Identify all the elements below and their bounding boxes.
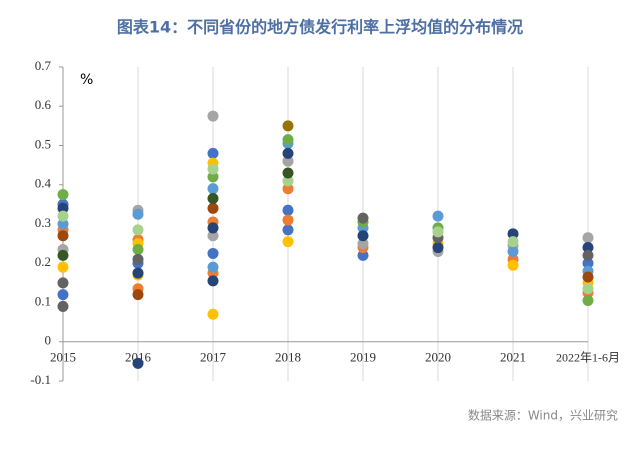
x-tick-label: 2021 — [500, 350, 526, 365]
point — [207, 275, 219, 287]
point — [132, 224, 144, 236]
point — [57, 249, 69, 261]
point — [507, 228, 519, 240]
point — [282, 204, 294, 216]
chart-title: 图表14：不同省份的地方债发行利率上浮均值的分布情况 — [117, 18, 523, 37]
y-tick-label: 0.4 — [35, 176, 52, 191]
point — [582, 295, 594, 307]
point — [507, 259, 519, 271]
point — [132, 208, 144, 220]
point — [57, 289, 69, 301]
point — [432, 242, 444, 254]
y-tick-label: 0.7 — [35, 58, 52, 73]
y-tick-label: 0.2 — [35, 254, 51, 269]
point — [582, 232, 594, 244]
y-tick-label: 0.5 — [35, 136, 51, 151]
point — [282, 155, 294, 167]
point — [57, 202, 69, 214]
point — [282, 134, 294, 146]
point — [357, 230, 369, 242]
point — [582, 283, 594, 295]
point — [207, 230, 219, 242]
point — [132, 357, 144, 369]
point — [132, 289, 144, 301]
point — [282, 175, 294, 187]
y-tick-label: -0.1 — [30, 372, 51, 387]
point — [207, 222, 219, 234]
point — [207, 247, 219, 259]
point — [207, 261, 219, 273]
point — [57, 261, 69, 273]
point — [207, 110, 219, 122]
x-tick-label: 2016 — [125, 350, 152, 365]
point — [57, 230, 69, 242]
point — [207, 183, 219, 195]
x-tick-label: 2019 — [350, 350, 376, 365]
point — [207, 147, 219, 159]
x-tick-label: 2018 — [275, 350, 301, 365]
point — [57, 189, 69, 201]
point — [207, 163, 219, 175]
point — [132, 244, 144, 256]
point — [507, 236, 519, 248]
point — [282, 236, 294, 248]
y-tick-label: 0 — [45, 333, 52, 348]
point — [357, 212, 369, 224]
x-tick-label: 2015 — [50, 350, 76, 365]
point — [207, 308, 219, 320]
point — [282, 120, 294, 132]
x-tick-label: 2022年1-6月 — [556, 351, 620, 365]
y-tick-label: 0.3 — [35, 215, 51, 230]
point — [282, 147, 294, 159]
point — [357, 249, 369, 261]
point — [282, 224, 294, 236]
x-tick-label: 2020 — [425, 350, 451, 365]
point — [582, 242, 594, 254]
point — [132, 253, 144, 265]
point — [432, 210, 444, 222]
point — [207, 171, 219, 183]
point — [357, 238, 369, 250]
x-tick-label: 2017 — [200, 350, 227, 365]
point — [582, 257, 594, 269]
point — [57, 300, 69, 312]
point — [282, 167, 294, 179]
point — [507, 245, 519, 257]
y-axis-label: % — [80, 72, 93, 88]
point — [207, 192, 219, 204]
y-tick-label: 0.6 — [35, 97, 52, 112]
source-note: 数据来源：Wind，兴业研究 — [468, 408, 618, 423]
point — [57, 277, 69, 289]
point — [282, 183, 294, 195]
y-tick-label: 0.1 — [35, 293, 51, 308]
point — [282, 214, 294, 226]
point — [582, 249, 594, 261]
point — [57, 210, 69, 222]
point — [207, 202, 219, 214]
point — [582, 271, 594, 283]
point — [132, 267, 144, 279]
point — [432, 226, 444, 238]
point — [57, 218, 69, 230]
